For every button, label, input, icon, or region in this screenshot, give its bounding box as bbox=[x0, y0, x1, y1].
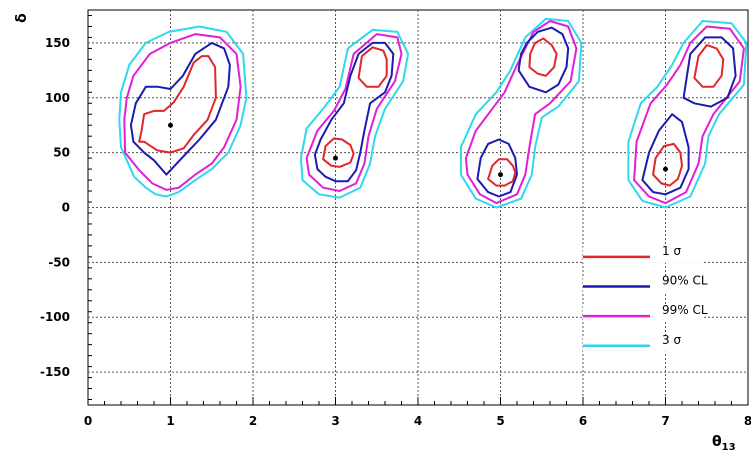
y-tick-label: 50 bbox=[53, 146, 70, 160]
legend-label: 3 σ bbox=[662, 333, 681, 347]
x-tick-label: 4 bbox=[414, 414, 422, 428]
contour-90-cl bbox=[313, 41, 395, 183]
y-axis-title: δ bbox=[14, 13, 30, 23]
legend-backdrop bbox=[583, 306, 703, 323]
y-tick-label: 0 bbox=[62, 201, 70, 215]
legend-backdrop bbox=[583, 335, 703, 352]
contour-1- bbox=[357, 46, 388, 88]
contour-90-cl bbox=[476, 138, 518, 198]
y-tick-label: 150 bbox=[45, 36, 70, 50]
contour-3- bbox=[459, 17, 583, 209]
y-tick-label: 100 bbox=[45, 91, 70, 105]
x-tick-label: 2 bbox=[249, 414, 257, 428]
contour-1- bbox=[693, 44, 725, 88]
y-tick-label: -50 bbox=[48, 255, 70, 269]
true-point-marker bbox=[663, 166, 668, 172]
x-tick-labels: 0 1 2 3 4 5 6 7 8 bbox=[84, 414, 751, 428]
contour-90-cl bbox=[641, 113, 690, 196]
legend-backdrop bbox=[583, 276, 703, 293]
contour-3- bbox=[627, 20, 748, 209]
legend-backdrop bbox=[583, 246, 703, 263]
x-tick-label: 8 bbox=[744, 414, 751, 428]
true-point-marker bbox=[168, 122, 173, 128]
x-tick-label: 1 bbox=[166, 414, 174, 428]
contour-99-cl bbox=[305, 33, 403, 192]
minor-ticks bbox=[87, 14, 749, 405]
true-point-marker bbox=[333, 155, 338, 161]
contour-99-cl bbox=[123, 33, 242, 191]
contour-3- bbox=[118, 25, 248, 198]
y-tick-labels: -150 -100 -50 0 50 100 150 bbox=[40, 36, 70, 379]
contour-90-cl bbox=[517, 26, 570, 94]
x-tick-label: 0 bbox=[84, 414, 92, 428]
contour-90-cl bbox=[129, 41, 231, 176]
contour-1- bbox=[487, 158, 517, 187]
contour-1- bbox=[322, 137, 355, 168]
contour-1- bbox=[652, 142, 683, 187]
x-tick-label: 6 bbox=[579, 414, 587, 428]
x-axis-title-sub: 13 bbox=[722, 442, 736, 453]
x-tick-label: 7 bbox=[661, 414, 669, 428]
contours bbox=[118, 17, 748, 209]
true-point-marker bbox=[498, 172, 503, 178]
contour-1- bbox=[528, 37, 558, 77]
contour-99-cl bbox=[633, 25, 745, 205]
contour-3- bbox=[299, 28, 410, 199]
legend-label: 1 σ bbox=[662, 244, 681, 258]
legend: 1 σ 90% CL 99% CL 3 σ bbox=[583, 244, 708, 352]
contour-90-cl bbox=[682, 36, 737, 108]
true-points bbox=[168, 122, 668, 178]
contour-1- bbox=[138, 55, 217, 154]
legend-label: 99% CL bbox=[662, 303, 708, 317]
x-axis-title: θ13 bbox=[712, 434, 736, 453]
x-axis-title-main: θ bbox=[712, 434, 722, 450]
x-tick-label: 5 bbox=[496, 414, 504, 428]
contour-99-cl bbox=[464, 20, 578, 205]
y-tick-label: -100 bbox=[40, 310, 70, 324]
x-tick-label: 3 bbox=[331, 414, 339, 428]
legend-label: 90% CL bbox=[662, 274, 708, 288]
y-tick-label: -150 bbox=[40, 365, 70, 379]
